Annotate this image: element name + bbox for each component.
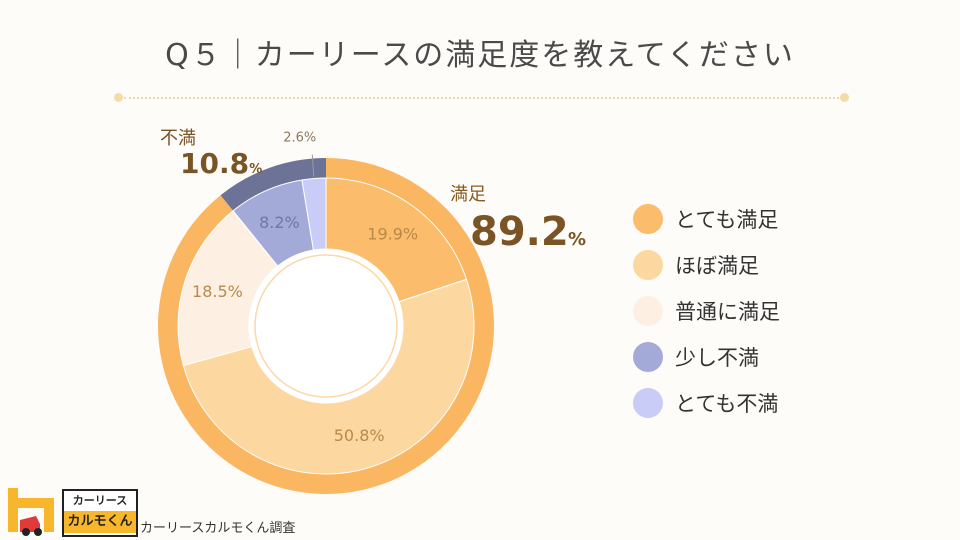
legend-label-2: 普通に満足: [675, 300, 780, 324]
legend-label-4: とても不満: [675, 392, 779, 416]
slice-value-label-0: 19.9%: [367, 225, 418, 244]
carmo-logo-icon: [8, 488, 54, 536]
center-hole-outline: [254, 254, 398, 398]
group-label-0: 満足: [450, 184, 486, 205]
group-unit-1: %: [249, 162, 262, 177]
source-credit: カーリースカルモくん調査: [140, 521, 296, 536]
slice-value-label-1: 50.8%: [334, 426, 385, 445]
center-hole: [249, 249, 403, 403]
divider-dot-left: [114, 93, 123, 102]
inner-ring: [177, 177, 475, 475]
group-value-1: 10.8: [180, 147, 249, 180]
divider-line: [124, 97, 839, 99]
footer: カーリース カルモくん カーリースカルモくん調査: [6, 486, 326, 537]
carmo-logo-badge: カーリース カルモくん: [62, 489, 138, 537]
group-label-1: 不満: [160, 128, 196, 149]
legend-swatch-1: [633, 250, 663, 280]
legend-swatch-3: [633, 342, 663, 372]
legend-label-0: とても満足: [675, 208, 779, 232]
legend-swatch-0: [633, 204, 663, 234]
legend-item-2: 普通に満足: [633, 288, 780, 334]
page-title: Q５｜カーリースの満足度を教えてください: [165, 38, 795, 73]
legend-item-4: とても不満: [633, 380, 780, 426]
legend-label-1: ほぼ満足: [675, 254, 759, 278]
slice-value-label-2: 18.5%: [192, 282, 243, 301]
logo-top-text: カーリース: [72, 494, 128, 507]
legend-label-3: 少し不満: [675, 346, 759, 370]
slice-labels: 19.9% 50.8% 18.5% 8.2% 2.6%: [192, 131, 418, 445]
legend-swatch-2: [633, 296, 663, 326]
title-divider: [114, 93, 849, 103]
divider-dot-right: [840, 93, 849, 102]
slice-leader-line-4: [311, 154, 315, 177]
legend-item-1: ほぼ満足: [633, 242, 780, 288]
slice-value-label-3: 8.2%: [259, 213, 300, 232]
slice-value-label-4: 2.6%: [283, 131, 316, 146]
legend-item-3: 少し不満: [633, 334, 780, 380]
group-unit-0: %: [568, 229, 586, 250]
logo-bottom-text: カルモくん: [64, 511, 136, 533]
group-value-0: 89.2: [470, 209, 569, 255]
legend-item-0: とても満足: [633, 196, 780, 242]
legend-swatch-4: [633, 388, 663, 418]
legend: とても満足ほぼ満足普通に満足少し不満とても不満: [633, 196, 780, 426]
